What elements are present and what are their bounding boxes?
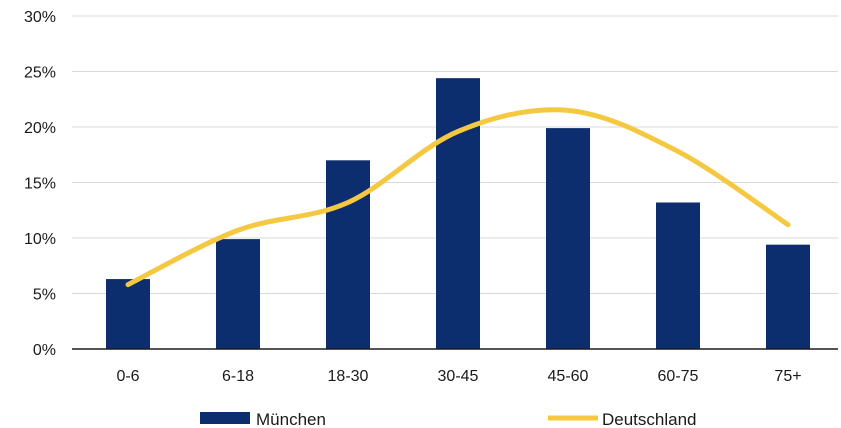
bar-30-45 [436, 78, 480, 349]
bar-0-6 [106, 279, 150, 349]
x-tick-label: 60-75 [658, 368, 699, 385]
bar-6-18 [216, 239, 260, 349]
y-tick-label: 0% [33, 342, 56, 359]
x-tick-label: 30-45 [438, 368, 479, 385]
y-tick-label: 15% [24, 176, 56, 193]
legend: München Deutschland [200, 410, 697, 428]
x-tick-label: 45-60 [548, 368, 589, 385]
y-tick-label: 25% [24, 65, 56, 82]
y-tick-label: 10% [24, 231, 56, 248]
y-tick-label: 30% [24, 9, 56, 26]
x-tick-label: 18-30 [328, 368, 369, 385]
line-points-deutschland [127, 110, 789, 285]
y-axis-tick-labels: 0% 5% 10% 15% 20% 25% 30% [24, 9, 56, 359]
legend-label-deutschland: Deutschland [602, 410, 697, 428]
bar-18-30 [326, 160, 370, 349]
bar-75+ [766, 244, 810, 349]
y-tick-label: 5% [33, 287, 56, 304]
bar-45-60 [546, 128, 590, 349]
x-axis-tick-labels: 0-6 6-18 18-30 30-45 45-60 60-75 75+ [116, 368, 801, 385]
legend-label-muenchen: München [256, 410, 326, 428]
x-tick-label: 0-6 [116, 368, 139, 385]
bar-series-muenchen [106, 78, 810, 349]
x-tick-label: 75+ [774, 368, 801, 385]
bar-60-75 [656, 202, 700, 349]
x-tick-label: 6-18 [222, 368, 254, 385]
y-tick-label: 20% [24, 120, 56, 137]
legend-swatch-muenchen [200, 412, 250, 424]
line-series-deutschland [125, 107, 791, 288]
